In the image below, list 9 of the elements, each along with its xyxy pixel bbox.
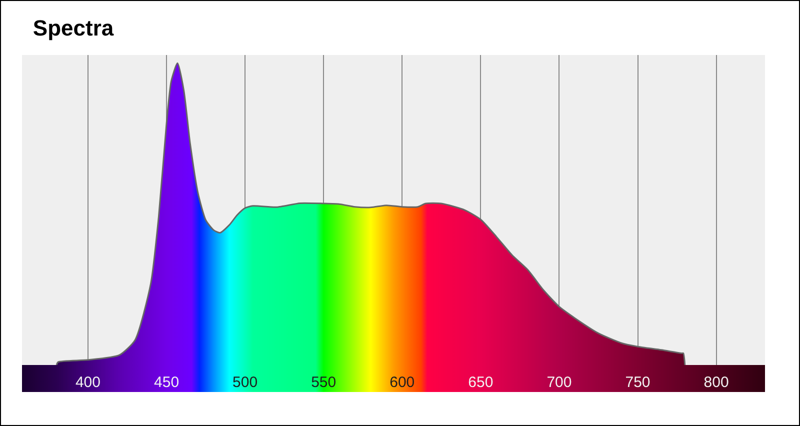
x-tick-label: 500: [232, 374, 258, 391]
chart-title: Spectra: [32, 15, 114, 40]
x-tick-label: 400: [75, 374, 100, 391]
x-tick-label: 750: [625, 374, 650, 391]
x-tick-label: 700: [546, 374, 572, 391]
x-tick-label: 650: [468, 374, 494, 391]
x-tick-label: 600: [390, 374, 415, 391]
x-tick-label: 800: [704, 374, 729, 391]
x-tick-label: 450: [154, 374, 180, 391]
